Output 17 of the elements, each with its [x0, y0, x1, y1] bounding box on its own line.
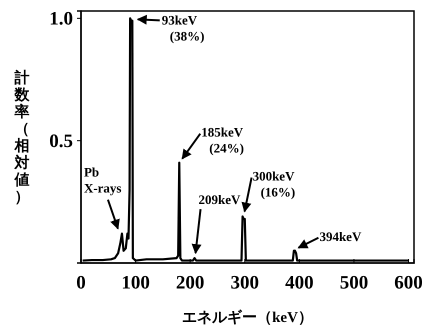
x-tick-label: 200: [176, 272, 204, 294]
x-tick-label: 400: [285, 272, 314, 294]
y-axis-title: 計数率（相対値）: [14, 70, 30, 206]
x-tick-label: 300: [230, 272, 260, 294]
x-tick-label: 500: [340, 272, 368, 294]
y-tick-label: 1.0: [49, 8, 73, 30]
annotation: Pb X-rays: [84, 164, 122, 196]
annotation: 394keV: [319, 228, 362, 244]
x-tick-label: 0: [76, 272, 86, 294]
annotation: 209keV: [198, 192, 242, 208]
x-tick-label: 100: [121, 272, 150, 294]
y-tick-label: 0.5: [49, 130, 73, 152]
annotation: 185keV (24%): [201, 124, 244, 156]
x-axis-title: エネルギー（keV）: [182, 309, 313, 326]
x-tick-label: 600: [394, 272, 423, 294]
annotation: 93keV (38%): [162, 12, 204, 44]
annotation: 300keV (16%): [252, 168, 296, 200]
